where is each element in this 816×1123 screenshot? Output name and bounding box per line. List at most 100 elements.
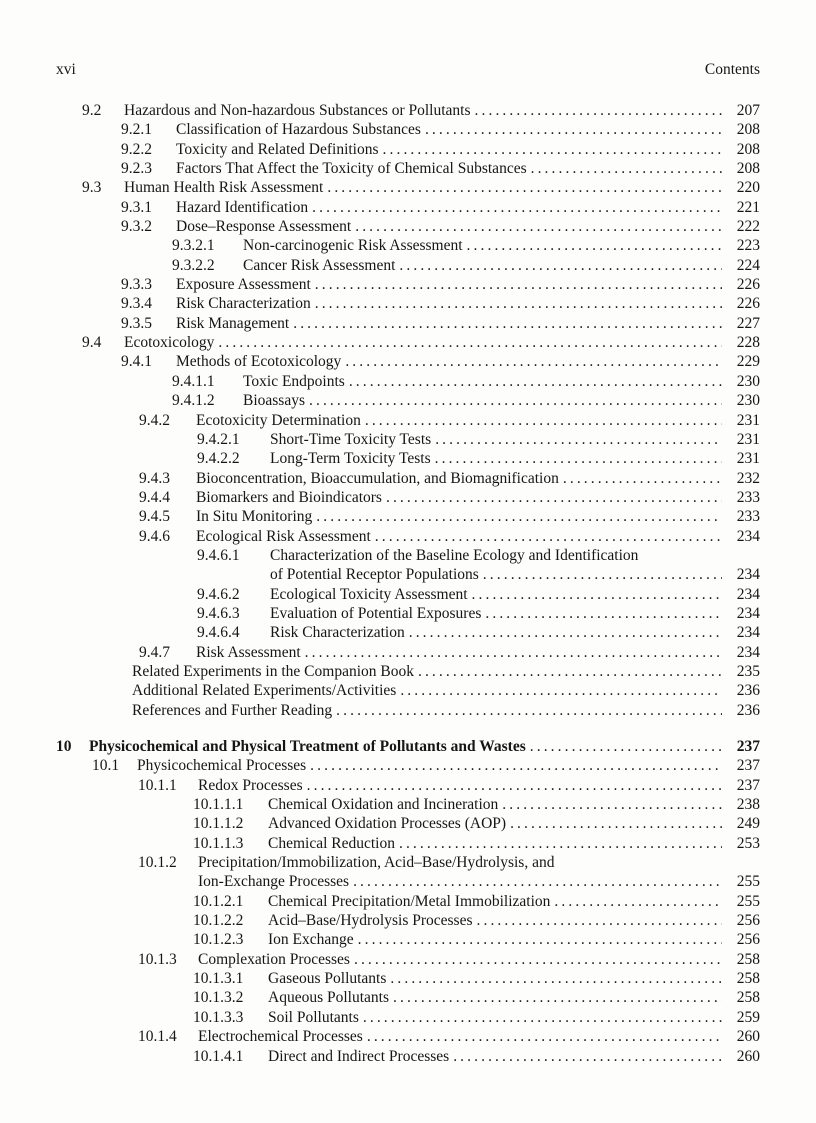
- dot-leader: [358, 930, 722, 949]
- toc-entry: 10.1.4.1 Direct and Indirect Processes 2…: [0, 1047, 760, 1066]
- toc-entry-title: References and Further Reading: [132, 701, 333, 719]
- toc-entry: 9.4.2 Ecotoxicity Determination 231: [0, 411, 760, 430]
- dot-leader: [399, 256, 722, 275]
- dot-leader: [563, 469, 722, 488]
- toc-entry-number: 9.4.4: [139, 488, 170, 506]
- toc-entry: 10.1.1 Redox Processes 237: [0, 776, 760, 795]
- toc-entry-number: 9.3.5: [121, 314, 152, 332]
- toc-entry-page: 258: [736, 989, 760, 1007]
- toc-entry-number: 9.4.6.1: [197, 546, 240, 564]
- toc-entry-title: Biomarkers and Bioindicators: [196, 488, 382, 506]
- dot-leader: [435, 449, 722, 468]
- dot-leader: [510, 814, 722, 833]
- toc-entry-number: 10.1.1: [138, 776, 177, 794]
- toc-list: 9.2 Hazardous and Non-hazardous Substanc…: [0, 101, 816, 1066]
- dot-leader: [363, 1008, 722, 1027]
- dot-leader: [316, 507, 722, 526]
- toc-entry-title: Soil Pollutants: [268, 1008, 359, 1026]
- toc-entry: 9.3.2 Dose–Response Assessment 222: [0, 217, 760, 236]
- dot-leader: [218, 333, 722, 352]
- toc-entry-number: 10.1.1.1: [193, 796, 244, 814]
- toc-entry: 9.3.1 Hazard Identification 221: [0, 198, 760, 217]
- toc-entry-page: 228: [736, 334, 760, 352]
- toc-entry-page: 236: [736, 682, 760, 700]
- dot-leader: [475, 101, 722, 120]
- dot-leader: [310, 756, 722, 775]
- toc-entry: 9.2 Hazardous and Non-hazardous Substanc…: [0, 101, 760, 120]
- toc-entry-title: Characterization of the Baseline Ecology…: [270, 546, 639, 564]
- toc-entry-title: Ecological Toxicity Assessment: [270, 585, 468, 603]
- toc-entry-page: 237: [736, 757, 760, 775]
- toc-entry-page: 238: [736, 796, 760, 814]
- toc-entry: 9.4.3 Bioconcentration, Bioaccumulation,…: [0, 469, 760, 488]
- toc-entry-page: 232: [736, 469, 760, 487]
- toc-entry-number: 10.1.2.1: [193, 892, 244, 910]
- toc-entry-title: Dose–Response Assessment: [176, 218, 352, 236]
- toc-entry-page: 223: [736, 237, 760, 255]
- toc-entry: 9.4.2.1 Short-Time Toxicity Tests 231: [0, 430, 760, 449]
- toc-entry-number: 9.3.2: [121, 218, 152, 236]
- toc-entry-page: 256: [736, 931, 760, 949]
- toc-entry: 9.4.6 Ecological Risk Assessment 234: [0, 527, 760, 546]
- toc-entry-number: 9.2.1: [121, 121, 152, 139]
- toc-entry: 10 Physicochemical and Physical Treatmen…: [0, 737, 760, 756]
- toc-entry-number: 10: [56, 738, 72, 755]
- toc-entry-page: 234: [736, 566, 760, 584]
- toc-entry-title: Precipitation/Immobilization, Acid–Base/…: [198, 854, 555, 872]
- dot-leader: [400, 681, 722, 700]
- dot-leader: [353, 872, 722, 891]
- toc-entry-number: 9.4.5: [139, 508, 170, 526]
- toc-entry: 10.1.2.2 Acid–Base/Hydrolysis Processes …: [0, 911, 760, 930]
- toc-entry: 9.4.6.3 Evaluation of Potential Exposure…: [0, 604, 760, 623]
- toc-entry-number: 10.1.2.2: [193, 912, 244, 930]
- toc-entry-title: Bioassays: [243, 392, 305, 410]
- toc-entry: 10.1.3.1 Gaseous Pollutants 258: [0, 969, 760, 988]
- toc-entry-title: Toxic Endpoints: [243, 372, 345, 390]
- toc-entry-title: Acid–Base/Hydrolysis Processes: [268, 912, 473, 930]
- toc-entry-page: 234: [736, 527, 760, 545]
- dot-leader: [293, 314, 722, 333]
- toc-entry: 10.1.4 Electrochemical Processes 260: [0, 1027, 760, 1046]
- toc-entry: 9.4.1.2 Bioassays 230: [0, 391, 760, 410]
- toc-entry: 9.4.1.1 Toxic Endpoints 230: [0, 372, 760, 391]
- toc-entry-title: Ion-Exchange Processes: [198, 873, 350, 891]
- toc-entry-page: 221: [736, 198, 760, 216]
- toc-entry-number: 9.4: [82, 334, 102, 352]
- dot-leader: [315, 275, 722, 294]
- dot-leader: [383, 140, 722, 159]
- dot-leader: [530, 737, 722, 756]
- toc-entry-page: 234: [736, 643, 760, 661]
- toc-entry-page: 256: [736, 912, 760, 930]
- toc-entry: 10.1.1.1 Chemical Oxidation and Incinera…: [0, 795, 760, 814]
- toc-entry-page: 233: [736, 488, 760, 506]
- toc-entry-title: Chemical Precipitation/Metal Immobilizat…: [268, 892, 551, 910]
- dot-leader: [399, 834, 722, 853]
- dot-leader: [485, 604, 722, 623]
- toc-entry-number: 9.3: [82, 179, 102, 197]
- toc-entry-number: 10.1.4.1: [193, 1047, 244, 1065]
- toc-entry-title: Risk Management: [176, 314, 290, 332]
- toc-entry-page: 207: [736, 102, 760, 119]
- toc-entry-page: 231: [736, 411, 760, 429]
- dot-leader: [502, 795, 722, 814]
- toc-entry-number: 10.1.3.2: [193, 989, 244, 1007]
- toc-entry-page: 208: [736, 121, 760, 139]
- toc-entry: 10.1.1.3 Chemical Reduction 253: [0, 834, 760, 853]
- toc-entry-page: 208: [736, 160, 760, 178]
- toc-entry-title: Short-Time Toxicity Tests: [270, 430, 432, 448]
- toc-entry: 9.2.1 Classification of Hazardous Substa…: [0, 120, 760, 139]
- toc-entry-title: Hazardous and Non-hazardous Substances o…: [124, 102, 471, 119]
- toc-entry-title: Methods of Ecotoxicology: [176, 353, 342, 371]
- toc-entry-page: 230: [736, 372, 760, 390]
- toc-entry-page: 224: [736, 256, 760, 274]
- toc-entry-page: 231: [736, 430, 760, 448]
- toc-entry-number: 9.2.2: [121, 140, 152, 158]
- toc-entry-number: 9.4.2.1: [197, 430, 240, 448]
- toc-entry-number: 10.1.3: [138, 950, 177, 968]
- toc-entry-title: Ecotoxicity Determination: [196, 411, 361, 429]
- toc-entry-title: of Potential Receptor Populations: [270, 566, 479, 584]
- dot-leader: [554, 892, 722, 911]
- toc-entry-number: 9.4.7: [139, 643, 170, 661]
- toc-entry-number: 9.4.3: [139, 469, 170, 487]
- toc-entry: 9.3.5 Risk Management 227: [0, 314, 760, 333]
